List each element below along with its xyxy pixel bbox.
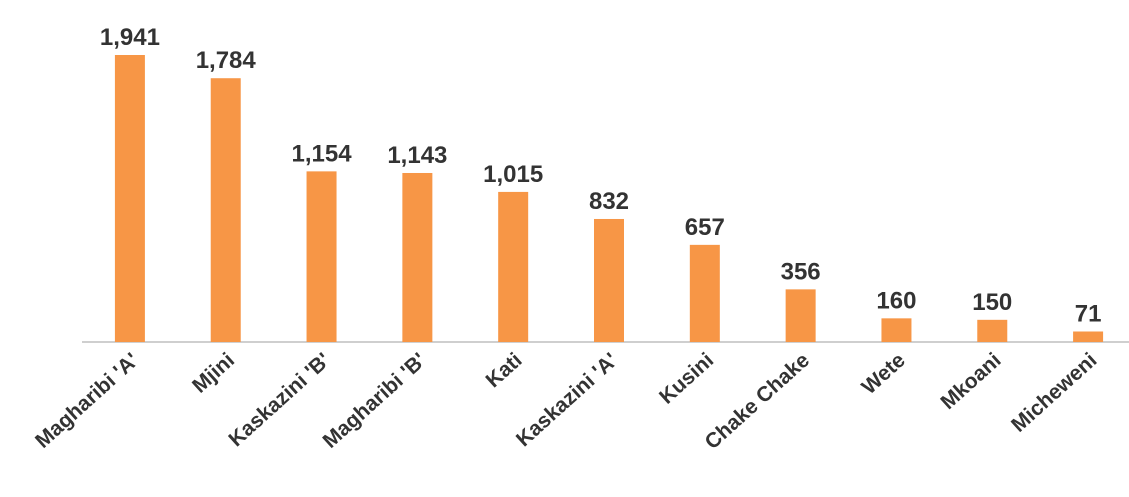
bar [689,244,720,342]
value-label: 160 [876,287,916,314]
x-tick-label: Kusini [655,349,718,409]
bar [594,218,624,342]
bar [881,318,912,342]
bar [1073,331,1104,342]
value-label: 71 [1075,301,1102,328]
value-label: 1,941 [100,24,160,51]
value-label: 832 [589,188,629,215]
value-label: 1,143 [387,142,447,169]
bar [210,78,241,342]
bar [785,289,816,342]
value-label: 1,784 [196,47,257,74]
bar [114,55,145,342]
bar [977,319,1008,342]
value-label: 1,154 [292,140,353,167]
value-label: 150 [972,289,1012,316]
value-label: 657 [685,214,725,241]
x-tick-label: Wete [857,349,909,399]
x-tick-label: Magharibi 'B' [319,349,431,453]
bar [402,172,433,342]
x-tick-label: Mjini [188,349,239,398]
value-label: 1,015 [483,161,543,188]
bar [306,171,337,342]
bar [498,191,529,342]
x-tick-label: Magharibi 'A' [31,349,143,453]
x-tick-label: Kaskazini 'A' [512,349,622,452]
x-tick-label: Chake Chake [701,349,814,454]
x-tick-label: Micheweni [1007,349,1101,437]
x-tick-label: Kati [482,349,527,393]
value-label: 356 [781,258,821,285]
x-tick-label: Mkoani [936,349,1005,414]
